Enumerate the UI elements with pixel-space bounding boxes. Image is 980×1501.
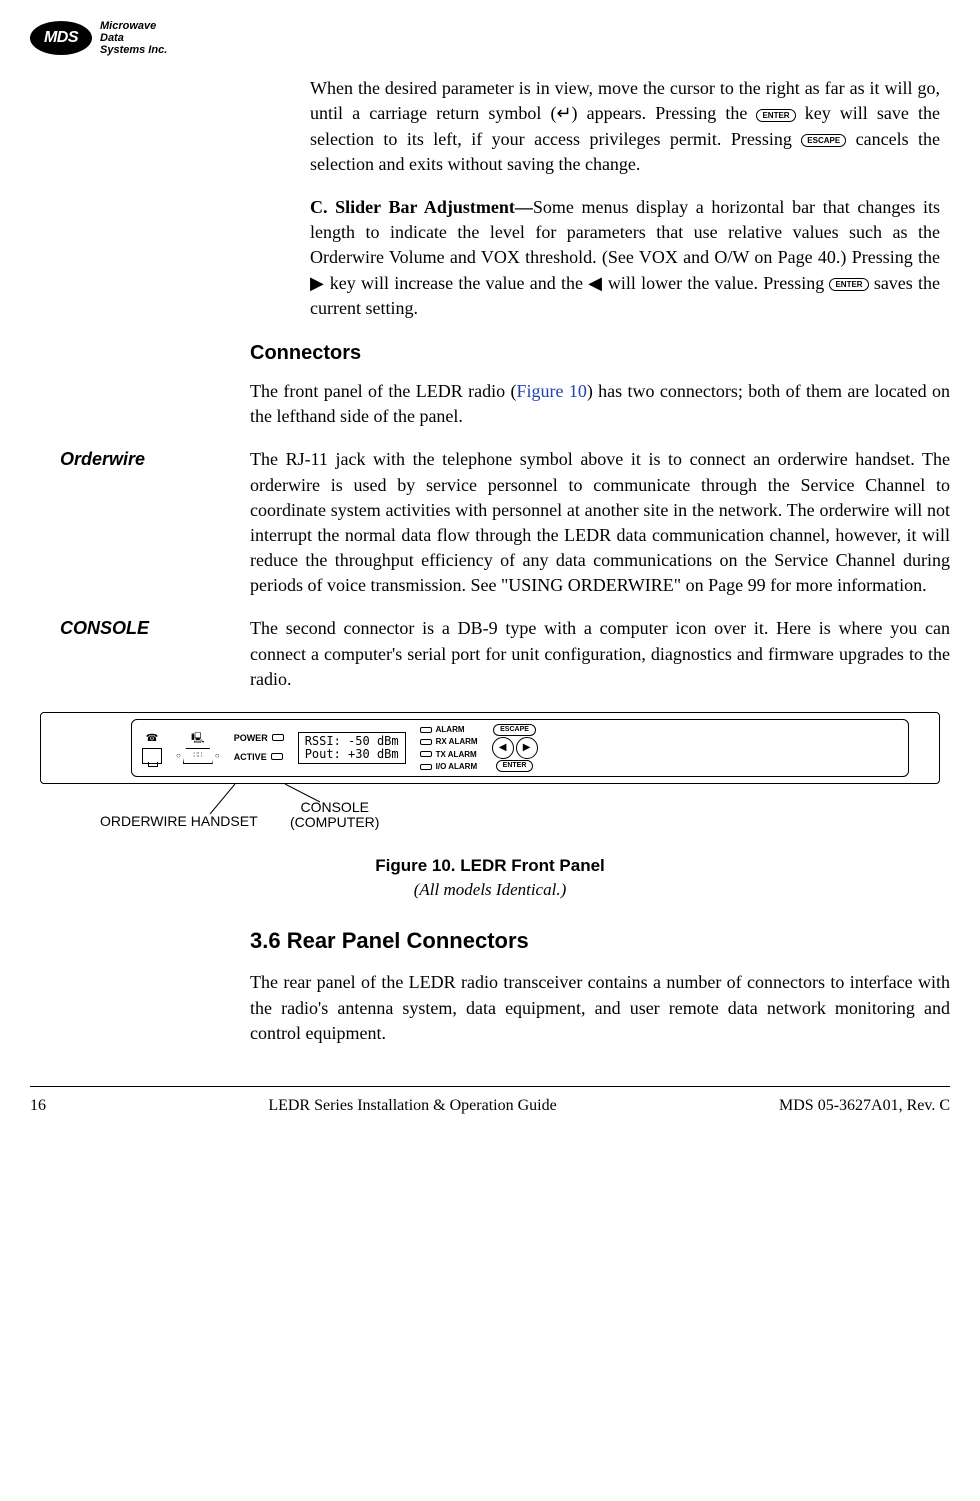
escape-key-icon: ESCAPE	[801, 134, 846, 147]
page-footer: 16 LEDR Series Installation & Operation …	[30, 1086, 950, 1117]
enter-button: ENTER	[496, 760, 534, 772]
escape-button: ESCAPE	[493, 724, 536, 736]
logo-line1: Microwave	[100, 20, 167, 32]
figure-callouts: ORDERWIRE HANDSET CONSOLE (COMPUTER)	[40, 784, 940, 834]
tx-alarm-label: TX ALARM	[420, 749, 478, 760]
rj11-connector: ☎	[142, 732, 162, 764]
phone-icon: ☎	[146, 732, 158, 746]
doc-title: LEDR Series Installation & Operation Gui…	[268, 1095, 556, 1117]
logo-line2: Data	[100, 32, 167, 44]
lcd-line2: Pout: +30 dBm	[305, 748, 399, 761]
active-label: ACTIVE	[234, 752, 267, 762]
figure-10: ☎ 🖳 ○ ∷∷ ○ POWER ACTIVE RSSI: -50 dBm	[40, 712, 940, 902]
conn-a: The front panel of the LEDR radio (	[250, 381, 516, 401]
page-number: 16	[30, 1095, 46, 1117]
console-callout-2: (COMPUTER)	[290, 814, 379, 830]
paragraph-2: C. Slider Bar Adjustment—Some menus disp…	[310, 195, 940, 321]
keypad: ESCAPE ◀ ▶ ENTER	[492, 724, 538, 772]
orderwire-para: The RJ-11 jack with the telephone symbol…	[250, 447, 950, 598]
computer-icon: 🖳	[191, 732, 204, 746]
connectors-para: The front panel of the LEDR radio (Figur…	[250, 379, 950, 429]
power-label: POWER	[234, 733, 268, 743]
enter-key-icon: ENTER	[756, 109, 795, 122]
logo-text: Microwave Data Systems Inc.	[100, 20, 167, 56]
doc-revision: MDS 05-3627A01, Rev. C	[779, 1095, 950, 1117]
db9-connector: 🖳 ○ ∷∷ ○	[176, 732, 220, 764]
right-arrow-button: ▶	[516, 737, 538, 759]
console-callout-1: CONSOLE	[300, 799, 368, 815]
section-3-6-para: The rear panel of the LEDR radio transce…	[250, 970, 950, 1046]
rx-alarm-label: RX ALARM	[420, 736, 478, 747]
enter-key-icon-2: ENTER	[829, 278, 868, 291]
logo-line3: Systems Inc.	[100, 44, 167, 56]
console-para: The second connector is a DB-9 type with…	[250, 616, 950, 692]
figure-10-link[interactable]: Figure 10	[516, 381, 586, 401]
company-logo: MDS Microwave Data Systems Inc.	[30, 20, 950, 56]
console-callout: CONSOLE (COMPUTER)	[290, 800, 379, 831]
figure-subcaption: (All models Identical.)	[40, 878, 940, 902]
left-arrow-button: ◀	[492, 737, 514, 759]
alarm-leds: ALARM RX ALARM TX ALARM I/O ALARM	[420, 724, 478, 772]
figure-caption: Figure 10. LEDR Front Panel	[40, 854, 940, 878]
logo-oval: MDS	[30, 21, 92, 55]
alarm-label: ALARM	[420, 724, 478, 735]
lcd-display: RSSI: -50 dBm Pout: +30 dBm	[298, 732, 406, 764]
orderwire-callout: ORDERWIRE HANDSET	[100, 812, 258, 832]
console-sidehead: CONSOLE	[60, 616, 149, 641]
connectors-heading: Connectors	[250, 339, 950, 367]
p2-head: C. Slider Bar Adjustment—	[310, 197, 533, 217]
paragraph-1: When the desired parameter is in view, m…	[310, 76, 940, 177]
status-leds: POWER ACTIVE	[234, 732, 284, 763]
orderwire-sidehead: Orderwire	[60, 447, 145, 472]
io-alarm-label: I/O ALARM	[420, 761, 478, 772]
section-3-6-heading: 3.6 Rear Panel Connectors	[250, 926, 950, 957]
front-panel-diagram: ☎ 🖳 ○ ∷∷ ○ POWER ACTIVE RSSI: -50 dBm	[40, 712, 940, 784]
